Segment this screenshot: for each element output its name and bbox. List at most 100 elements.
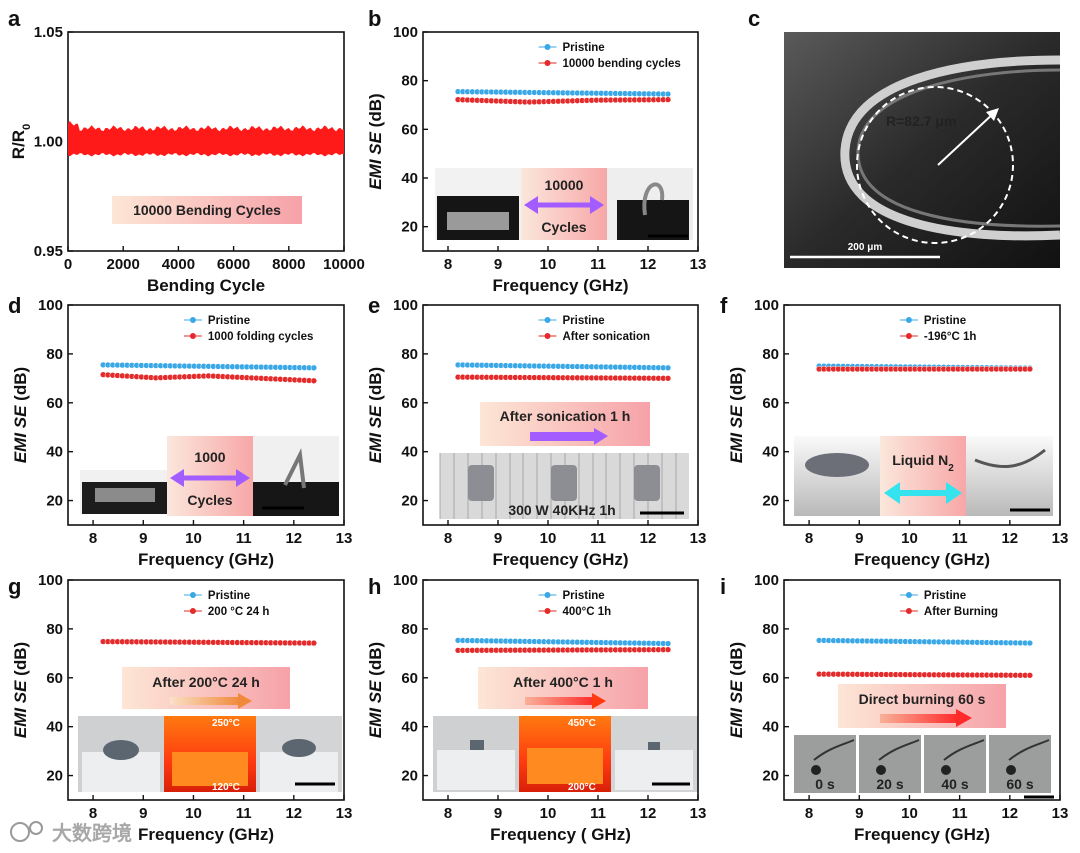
y-tick-label: 100 <box>38 572 63 589</box>
y-axis-label-emi: EMI SE <box>727 680 746 738</box>
panel-label-e: e <box>368 293 380 318</box>
y-tick-label: 80 <box>46 621 63 638</box>
sem-fit-circle <box>856 86 1014 244</box>
sonication-arrow-shaft <box>530 432 596 441</box>
x-tick-label: 8 <box>444 256 452 273</box>
inset-top-text: 10000 <box>545 177 584 193</box>
data-point <box>310 364 318 371</box>
x-tick-label: 10 <box>540 530 557 547</box>
film-left <box>470 740 484 750</box>
sem-folded-film <box>840 55 1061 241</box>
sample-holder <box>813 739 855 761</box>
data-point <box>1026 672 1034 679</box>
y-axis-label: R/R0 <box>9 124 33 159</box>
legend-label: Pristine <box>563 590 605 602</box>
panel-f: f Liquid N2 8 9 10 11 12 13 20 40 60 80 100 Frequency… <box>720 293 1068 569</box>
y-axis-label: EMI SE (dB) <box>366 642 385 738</box>
legend-label: Pristine <box>924 315 966 327</box>
x-tick-label: 8 <box>444 805 452 822</box>
series-pristine <box>454 88 672 98</box>
inset-title-sub: 2 <box>948 463 954 474</box>
legend-marker <box>544 608 551 614</box>
y-axis-label-sub: 0 <box>21 124 33 130</box>
resistance-trace <box>68 121 344 157</box>
x-tick-label: 12 <box>285 805 302 822</box>
y-axis-label-unit: (dB) <box>11 642 30 681</box>
x-tick-label: 9 <box>139 805 147 822</box>
inset-top-text: 1000 <box>194 449 225 465</box>
heating-inset: After 200°C 24 h 250°C 120°C <box>78 667 342 793</box>
y-axis-label-unit: (dB) <box>727 367 746 406</box>
thermal-cold-label: 120°C <box>212 782 240 793</box>
y-tick-label: 40 <box>401 170 418 187</box>
y-axis-label-emi: EMI SE <box>727 405 746 463</box>
radius-text: R=82.7 μm <box>886 113 956 129</box>
x-tick-label: 8 <box>89 530 97 547</box>
series-200-c-24-h <box>99 638 318 647</box>
x-tick-label: 12 <box>1001 530 1018 547</box>
legend-label: -196°C 1h <box>924 331 977 343</box>
burning-time-label: 20 s <box>876 776 903 792</box>
film-left <box>805 453 869 477</box>
panel-label-b: b <box>368 6 381 31</box>
y-tick-label: 100 <box>393 297 418 314</box>
burning-frame <box>924 735 986 793</box>
legend-label: Pristine <box>208 590 250 602</box>
y-tick-label: 20 <box>401 768 418 785</box>
y-tick-label: 0.95 <box>34 243 63 260</box>
y-axis-label-unit: (dB) <box>366 93 385 132</box>
x-tick-label: 8 <box>89 805 97 822</box>
sem-scale-text: 200 μm <box>848 242 883 253</box>
y-tick-label: 1.05 <box>34 24 63 41</box>
x-axis-label: Frequency (GHz) <box>138 825 274 844</box>
plot-frame <box>783 579 1061 801</box>
y-tick-label: 100 <box>393 572 418 589</box>
x-tick-label: 9 <box>139 530 147 547</box>
x-tick-label: 11 <box>952 530 968 547</box>
watermark-text: 大数跨境 <box>52 821 132 845</box>
plot-frame <box>422 579 699 801</box>
bending-inset: 10000 Cycles <box>435 168 693 240</box>
y-tick-label: 20 <box>46 493 63 510</box>
y-axis-label: EMI SE (dB) <box>366 93 385 189</box>
y-tick-label: 40 <box>46 719 63 736</box>
legend-marker <box>544 44 551 50</box>
folded-film <box>283 448 306 489</box>
legend-label: 200 °C 24 h <box>208 606 269 618</box>
x-tick-label: 11 <box>952 805 968 822</box>
double-arrow-left-icon <box>170 469 184 487</box>
heating-arrow-head-icon <box>238 693 252 709</box>
heating-annotation-text: After 200°C 24 h <box>152 674 260 690</box>
panel-h: h After 400°C 1 h 450°C 200°C 8 9 10 11 12 13 20 40… <box>366 572 706 844</box>
sonication-caption: 300 W 40KHz 1h <box>508 502 615 518</box>
clamp-right <box>253 482 339 516</box>
y-tick-label: 60 <box>401 395 418 412</box>
legend-label: 1000 folding cycles <box>208 331 313 343</box>
y-tick-label: 100 <box>393 24 418 41</box>
x-tick-label: 13 <box>690 256 707 273</box>
x-axis-label: Frequency (GHz) <box>854 550 990 569</box>
x-tick-label: 11 <box>236 805 252 822</box>
x-tick-label: 8000 <box>272 256 305 273</box>
sonication-inset: After sonication 1 h 300 W 40KHz 1h <box>439 402 689 519</box>
y-axis-label-main: R/R <box>9 130 28 159</box>
data-point <box>664 375 672 382</box>
x-tick-label: 9 <box>855 805 863 822</box>
x-tick-label: 8 <box>444 530 452 547</box>
panel-label-a: a <box>8 6 21 31</box>
legend-label: 10000 bending cycles <box>563 58 681 70</box>
y-tick-label: 100 <box>754 572 779 589</box>
y-tick-label: 60 <box>46 670 63 687</box>
plot-frame <box>422 304 699 526</box>
x-tick-label: 4000 <box>162 256 195 273</box>
bending-annotation-box <box>112 196 302 224</box>
y-tick-label: 80 <box>762 346 779 363</box>
y-tick-label: 60 <box>46 395 63 412</box>
series-after-burning <box>815 670 1034 679</box>
legend-marker <box>544 60 551 66</box>
panel-label-d: d <box>8 293 21 318</box>
burning-sample <box>876 765 886 775</box>
y-tick-label: 80 <box>762 621 779 638</box>
burning-frame <box>859 735 921 793</box>
watermark: 大数跨境 <box>10 821 132 845</box>
